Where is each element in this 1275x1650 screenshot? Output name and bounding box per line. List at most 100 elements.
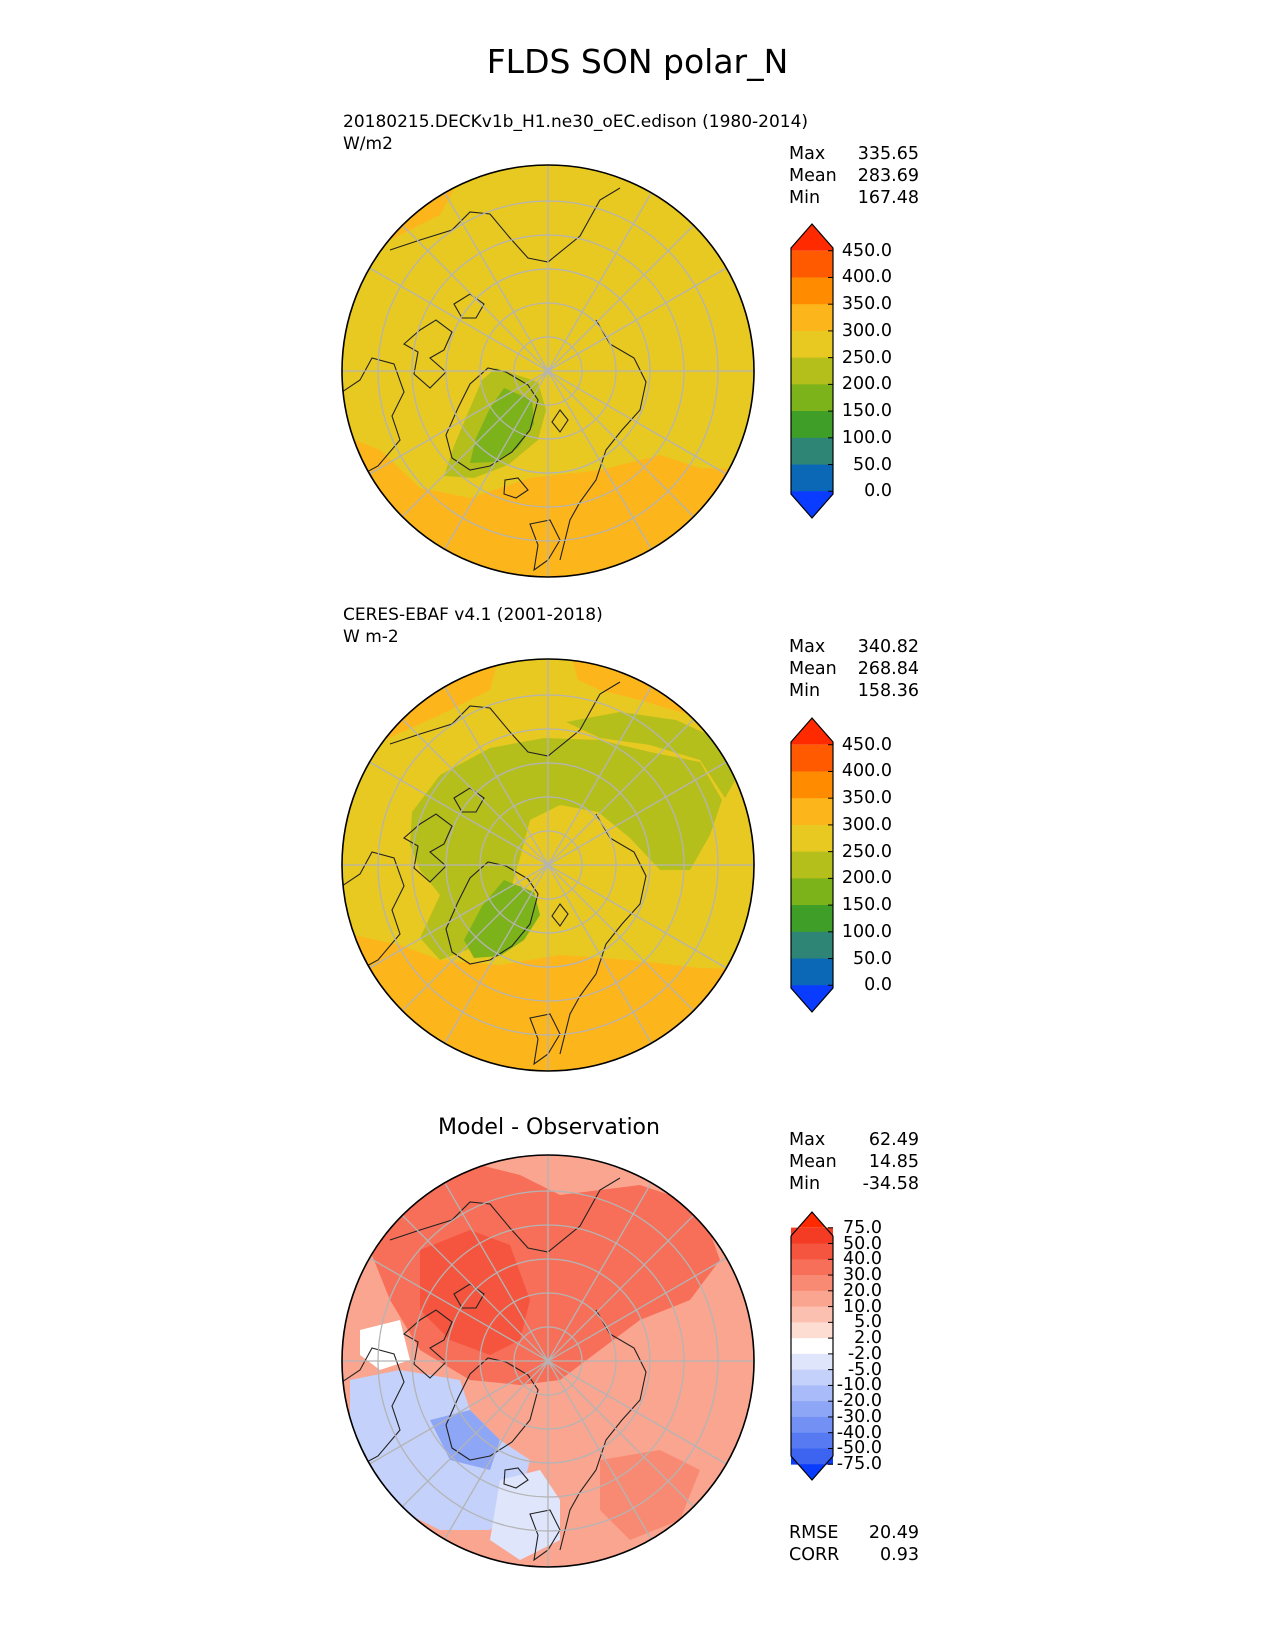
colorbar3-swatch xyxy=(791,1432,833,1449)
colorbar3-swatch xyxy=(791,1448,833,1465)
colorbar3-ticks: 75.0 50.0 40.0 30.0 20.0 10.0 5.0 2.0 -2.0 -5.0 -1… xyxy=(800,0,882,1650)
colorbar3-swatch xyxy=(791,1385,833,1402)
stat-label: RMSE xyxy=(789,1523,839,1543)
colorbar1-tick-label: 450.0 xyxy=(841,240,892,261)
colorbar3-swatch xyxy=(791,1416,833,1434)
colorbar1-tick-label: 150.0 xyxy=(841,401,892,422)
colorbar3-tick-label: -5.0 xyxy=(847,1359,882,1380)
colorbar3 xyxy=(790,1211,834,1481)
colorbar2-tick-label: 50.0 xyxy=(853,948,892,969)
colorbar3-swatch xyxy=(791,1259,833,1276)
colorbar3-tick-label: -2.0 xyxy=(847,1343,882,1364)
panel1-units: W/m2 xyxy=(343,134,393,154)
colorbar3-swatch xyxy=(791,1353,833,1371)
colorbar3-tick-label: -40.0 xyxy=(836,1422,882,1443)
colorbar2-outline xyxy=(790,717,834,1013)
colorbar3-outline xyxy=(790,1211,834,1481)
colorbar1-swatch xyxy=(791,304,833,332)
panel3-metrics: RMSE 20.49 CORR 0.93 xyxy=(789,1522,919,1566)
corr-value: 0.93 xyxy=(880,1545,919,1565)
colorbar3-tick-label: -75.0 xyxy=(836,1454,882,1475)
colorbar2-swatch xyxy=(791,824,833,853)
colorbar2-swatch xyxy=(791,718,833,745)
panel2-title: CERES-EBAF v4.1 (2001-2018) W m-2 xyxy=(343,604,603,648)
colorbar3-tick-label: 75.0 xyxy=(843,1217,882,1238)
colorbar1-outline xyxy=(790,223,834,519)
colorbar3-swatch xyxy=(791,1212,833,1236)
colorbar1-swatch xyxy=(791,464,833,492)
colorbar1-swatch xyxy=(791,250,833,278)
colorbar1-tick-label: 300.0 xyxy=(841,320,892,341)
colorbar1-swatch xyxy=(791,384,833,412)
colorbar2-tick-label: 0.0 xyxy=(864,975,892,996)
colorbar2-tick-label: 300.0 xyxy=(841,814,892,835)
map3-neutral-region xyxy=(360,1320,410,1370)
colorbar2-ticks: 450.0 400.0 350.0 300.0 250.0 200.0 150.0 100.0… xyxy=(800,0,892,1650)
colorbar1-swatch xyxy=(791,277,833,305)
colorbar3-swatch xyxy=(791,1338,833,1355)
panel3-stats: Max 62.49 Mean 14.85 Min -34.58 xyxy=(789,1129,919,1195)
panel1-mean: 283.69 xyxy=(857,166,919,186)
panel1-max: 335.65 xyxy=(857,144,919,164)
map3-weak-positive-nw xyxy=(342,1155,400,1210)
map3-strong-negative-region xyxy=(430,1410,500,1470)
colorbar1-swatch xyxy=(791,411,833,439)
colorbar3-swatch xyxy=(791,1401,833,1418)
panel1-min: 167.48 xyxy=(857,188,919,208)
panel2-min: 158.36 xyxy=(857,681,919,701)
panel2-mean: 268.84 xyxy=(857,659,919,679)
diff-panel-title: Model - Observation xyxy=(438,1115,660,1140)
stat-label: Min xyxy=(789,1174,821,1194)
stat-label: Mean xyxy=(789,166,837,186)
map2-polar-plot xyxy=(341,658,755,1072)
colorbar2-tick-label: 100.0 xyxy=(841,921,892,942)
colorbar3-swatch xyxy=(791,1456,833,1480)
panel2-obs-name: CERES-EBAF v4.1 (2001-2018) xyxy=(343,605,603,625)
colorbar2-swatch xyxy=(791,771,833,799)
colorbar2-swatch xyxy=(791,905,833,933)
map2-graticule xyxy=(342,659,754,1071)
panel1-stats: Max 335.65 Mean 283.69 Min 167.48 xyxy=(789,143,919,209)
stat-label: Mean xyxy=(789,659,837,679)
colorbar2-swatch xyxy=(791,798,833,826)
colorbar2-tick-label: 150.0 xyxy=(841,895,892,916)
stat-label: Min xyxy=(789,681,821,701)
colorbar3-tick-label: -30.0 xyxy=(836,1406,882,1427)
colorbar1 xyxy=(790,223,834,519)
map1-boundary xyxy=(341,164,755,578)
colorbar3-tick-label: 2.0 xyxy=(854,1328,882,1349)
map1-polar-plot xyxy=(341,164,755,578)
colorbar3-swatch xyxy=(791,1227,833,1245)
colorbar1-tick-label: 100.0 xyxy=(841,427,892,448)
colorbar3-tick-label: 50.0 xyxy=(843,1233,882,1254)
colorbar1-swatch xyxy=(791,437,833,466)
colorbar3-tick-label: 10.0 xyxy=(843,1296,882,1317)
stat-label: Min xyxy=(789,188,821,208)
colorbar3-tick-label: 30.0 xyxy=(843,1265,882,1286)
stat-label: CORR xyxy=(789,1545,840,1565)
map3-polar-plot xyxy=(341,1154,755,1568)
colorbar1-swatch xyxy=(791,491,833,518)
colorbar1-swatch xyxy=(791,224,833,251)
colorbar3-swatch xyxy=(791,1243,833,1260)
map1-graticule xyxy=(342,165,754,577)
colorbar1-tick-label: 0.0 xyxy=(864,481,892,502)
colorbar2-tick-label: 250.0 xyxy=(841,841,892,862)
colorbar1-ticks: 450.0 400.0 350.0 300.0 250.0 200.0 150.0 100.0… xyxy=(800,0,892,1650)
panel3-min: -34.58 xyxy=(862,1174,919,1194)
colorbar2-swatch xyxy=(791,958,833,986)
panel3-mean: 14.85 xyxy=(868,1152,919,1172)
colorbar1-tick-label: 400.0 xyxy=(841,267,892,288)
colorbar3-swatch xyxy=(791,1290,833,1308)
colorbar2-tick-label: 400.0 xyxy=(841,761,892,782)
panel1-title: 20180215.DECKv1b_H1.ne30_oEC.edison (198… xyxy=(343,111,808,155)
map3-weak-negative-region xyxy=(490,1470,560,1560)
colorbar1-tick-label: 250.0 xyxy=(841,347,892,368)
colorbar2-swatch xyxy=(791,985,833,1012)
rmse-value: 20.49 xyxy=(868,1523,919,1543)
colorbar3-tick-label: -50.0 xyxy=(836,1438,882,1459)
map1-coastlines xyxy=(342,187,647,572)
colorbar2-swatch xyxy=(791,744,833,772)
colorbar2 xyxy=(790,717,834,1013)
